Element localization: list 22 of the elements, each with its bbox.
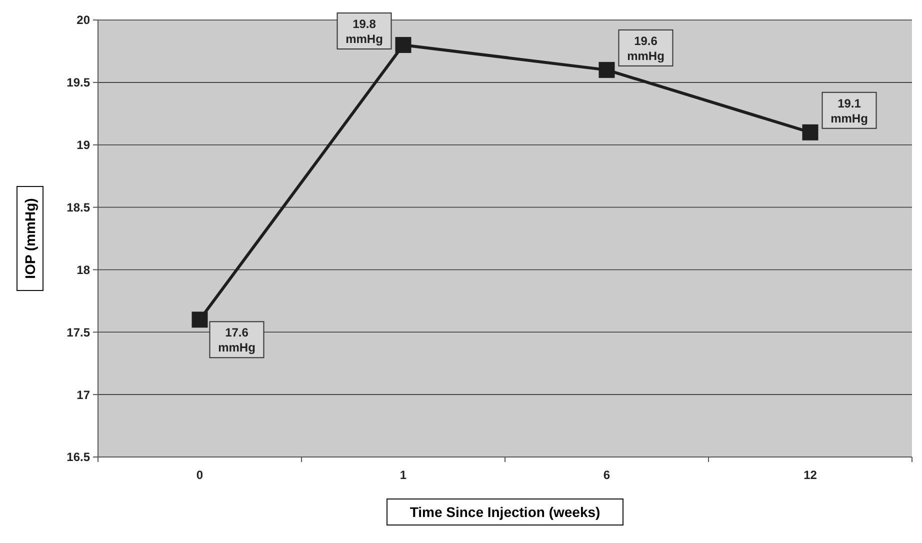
x-tick-label: 6 xyxy=(603,468,610,482)
y-tick-label: 19.5 xyxy=(66,76,90,90)
y-tick-label: 19 xyxy=(76,138,90,152)
y-tick-label: 17.5 xyxy=(66,325,90,340)
point xyxy=(598,62,615,78)
point xyxy=(802,124,818,140)
y-axis-title: IOP (mmHg) xyxy=(22,198,38,279)
x-axis-title: Time Since Injection (weeks) xyxy=(410,504,600,520)
point xyxy=(192,312,208,328)
y-tick-label: 18 xyxy=(76,262,90,277)
y-tick-label: 18.5 xyxy=(66,200,90,214)
y-tick-label: 16.5 xyxy=(66,450,90,464)
x-tick-label: 12 xyxy=(804,468,818,482)
y-tick-label: 17 xyxy=(76,388,90,402)
y-tick-label: 20 xyxy=(76,13,90,28)
point xyxy=(395,36,412,53)
data-label: 19.6 mmHg xyxy=(627,34,664,63)
data-label: 19.1 mmHg xyxy=(830,96,868,126)
data-label: 17.6 mmHg xyxy=(218,326,256,355)
data-label: 19.8 mmHg xyxy=(346,16,383,46)
x-tick-label: 0 xyxy=(196,468,204,482)
x-tick-label: 1 xyxy=(400,468,407,482)
